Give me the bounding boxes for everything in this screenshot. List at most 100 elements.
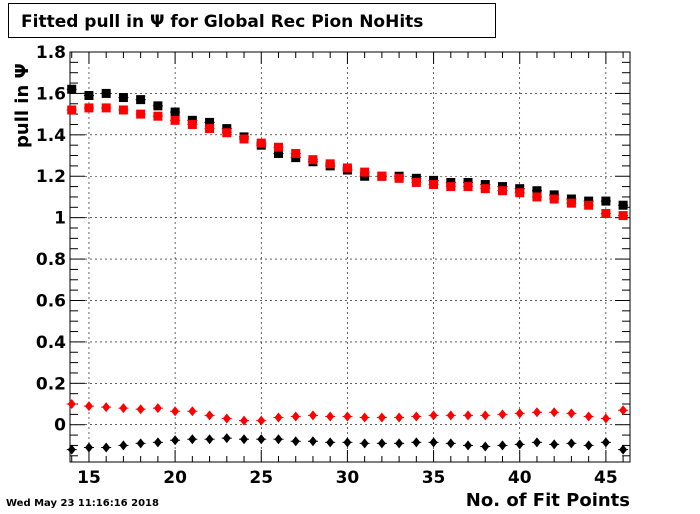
data-point [498,409,507,420]
data-point [326,411,335,422]
data-point [411,177,421,187]
data-point [584,411,593,422]
data-point [325,159,335,169]
data-point [601,209,611,219]
data-point [136,438,145,449]
data-point [566,198,576,208]
data-point [618,200,628,210]
data-point [257,415,266,426]
data-point [584,440,593,451]
data-point [515,439,524,450]
title-box: Fitted pull in Ψ for Global Rec Pion NoH… [8,3,496,38]
data-point [584,200,594,210]
data-point [153,101,163,111]
data-point [67,84,77,94]
y-tick-label: 0 [54,416,66,436]
data-point [256,138,266,148]
data-point [257,434,266,445]
data-point [274,412,283,423]
data-point [446,438,455,449]
y-tick-label: 0.4 [36,333,66,353]
data-point [118,93,128,103]
data-point [429,180,439,190]
x-tick-label: 20 [163,468,187,488]
axis-ticks: 15 20 25 30 35 40 45 0 0.2 0.4 0.6 0.8 1 1.2 1.4 1.6 1.8 [36,43,630,488]
data-point [273,148,283,158]
data-point [84,401,93,412]
data-point [102,402,111,413]
data-point [618,211,628,221]
data-point [497,186,507,196]
data-point [222,413,231,424]
data-point [188,434,197,445]
data-point [550,439,559,450]
data-point [136,109,146,119]
x-tick-label: 40 [508,468,532,488]
data-point [377,412,386,423]
data-point [481,410,490,421]
data-point [308,410,317,421]
x-axis-label: No. of Fit Points [465,490,630,511]
data-point [480,184,490,194]
chart-title: Fitted pull in Ψ for Global Rec Pion NoH… [21,12,424,32]
data-point [153,403,162,414]
data-point [240,434,249,445]
x-tick-label: 35 [422,468,446,488]
data-point [136,404,145,415]
data-point [601,196,611,206]
y-tick-label: 1 [54,209,66,229]
data-point [619,405,628,416]
data-point [429,410,438,421]
data-point [601,413,610,424]
data-point [118,105,128,115]
data-point [395,412,404,423]
data-point [171,435,180,446]
data-point [222,433,231,444]
data-point [205,410,214,421]
data-point [498,440,507,451]
data-point [136,95,146,105]
data-point [308,155,318,165]
data-point [429,437,438,448]
data-point [446,182,456,192]
data-point [153,111,163,121]
data-point [601,437,610,448]
data-point [343,437,352,448]
y-tick-label: 0.2 [36,374,66,394]
data-point [532,407,541,418]
data-point [532,192,542,202]
data-point [67,399,76,410]
x-tick-label: 30 [336,468,360,488]
data-point [515,408,524,419]
y-tick-label: 1.8 [36,43,66,63]
data-point [360,438,369,449]
data-point [464,440,473,451]
data-point [360,412,369,423]
data-point [395,438,404,449]
data-point [291,436,300,447]
data-point [567,438,576,449]
data-point [291,411,300,422]
data-point [308,436,317,447]
data-point [205,117,215,127]
data-point [291,148,301,158]
data-point [84,103,94,113]
y-tick-label: 0.8 [36,250,66,270]
data-point [170,115,180,125]
data-point [446,410,455,421]
y-tick-label: 1.4 [36,126,66,146]
data-point [67,444,76,455]
data-point [619,444,628,455]
data-point [84,442,93,453]
data-point [481,441,490,452]
data-point [532,186,542,196]
data-point [532,437,541,448]
y-tick-label: 1.2 [36,167,66,187]
data-point [102,442,111,453]
series-1 [66,103,629,221]
data-point [274,434,283,445]
timestamp: Wed May 23 11:16:16 2018 [6,498,159,509]
data-point [464,410,473,421]
data-point [377,438,386,449]
